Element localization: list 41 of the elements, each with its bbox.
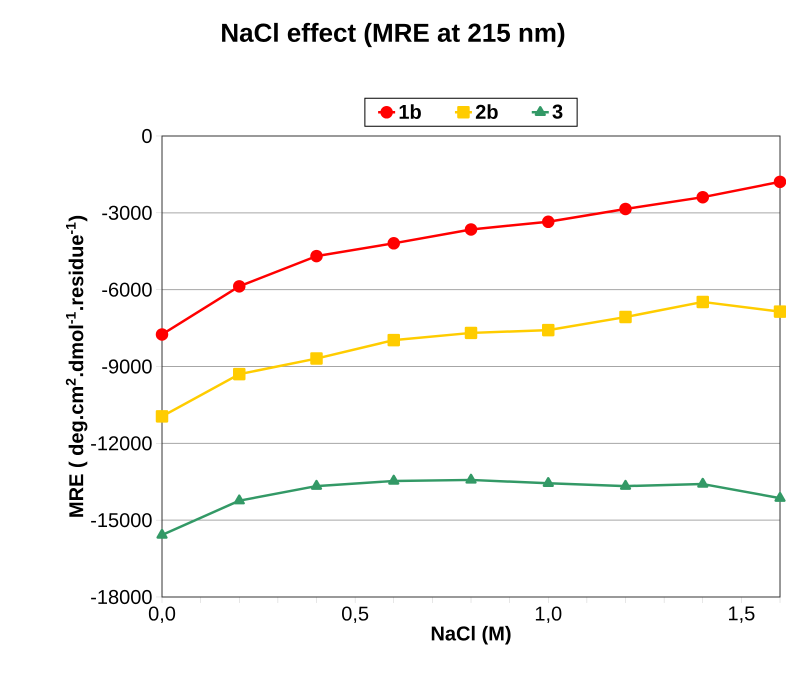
legend-label: 1b	[400, 104, 421, 119]
point	[310, 480, 322, 490]
point	[697, 478, 708, 488]
point	[233, 368, 246, 380]
point	[464, 326, 478, 340]
point	[465, 474, 477, 484]
point	[464, 223, 478, 236]
point	[542, 324, 555, 336]
legend-label: 2b	[476, 104, 498, 119]
x-axis-title: NaCl (M)	[432, 626, 511, 645]
point	[310, 250, 323, 262]
point	[156, 528, 168, 539]
x-tick-label: 1,5	[729, 606, 754, 623]
y-tick-label: -3000	[102, 206, 152, 220]
point	[620, 480, 632, 490]
y-tick-label: -15000	[91, 513, 152, 528]
x-tick-label: 1,0	[536, 606, 562, 624]
chart-title: NaCl effect (MRE at 215 nm)	[222, 22, 564, 48]
y-axis-title: MRE ( deg.cm$^{2}$.dmol$^{-1}$.residue$^{-1}$)	[66, 216, 88, 517]
y-tick-label: -18000	[91, 590, 152, 604]
point	[542, 216, 555, 228]
point	[234, 494, 245, 504]
y-tick-label: 0	[142, 128, 152, 144]
point	[542, 477, 554, 488]
point	[696, 190, 710, 204]
point	[310, 352, 323, 365]
y-tick-label: -12000	[91, 436, 152, 450]
point	[156, 410, 168, 423]
point	[388, 237, 400, 250]
legend-label: 3	[552, 104, 562, 119]
y-tick-label: -9000	[102, 359, 152, 374]
point	[619, 202, 632, 216]
point	[156, 328, 168, 341]
point	[388, 474, 400, 485]
point	[233, 280, 246, 293]
x-tick-label: 0,5	[342, 606, 368, 624]
point	[696, 296, 710, 308]
x-tick-label: 0,0	[148, 606, 176, 624]
y-tick-label: -6000	[102, 282, 152, 297]
point	[388, 334, 400, 346]
point	[619, 310, 632, 324]
